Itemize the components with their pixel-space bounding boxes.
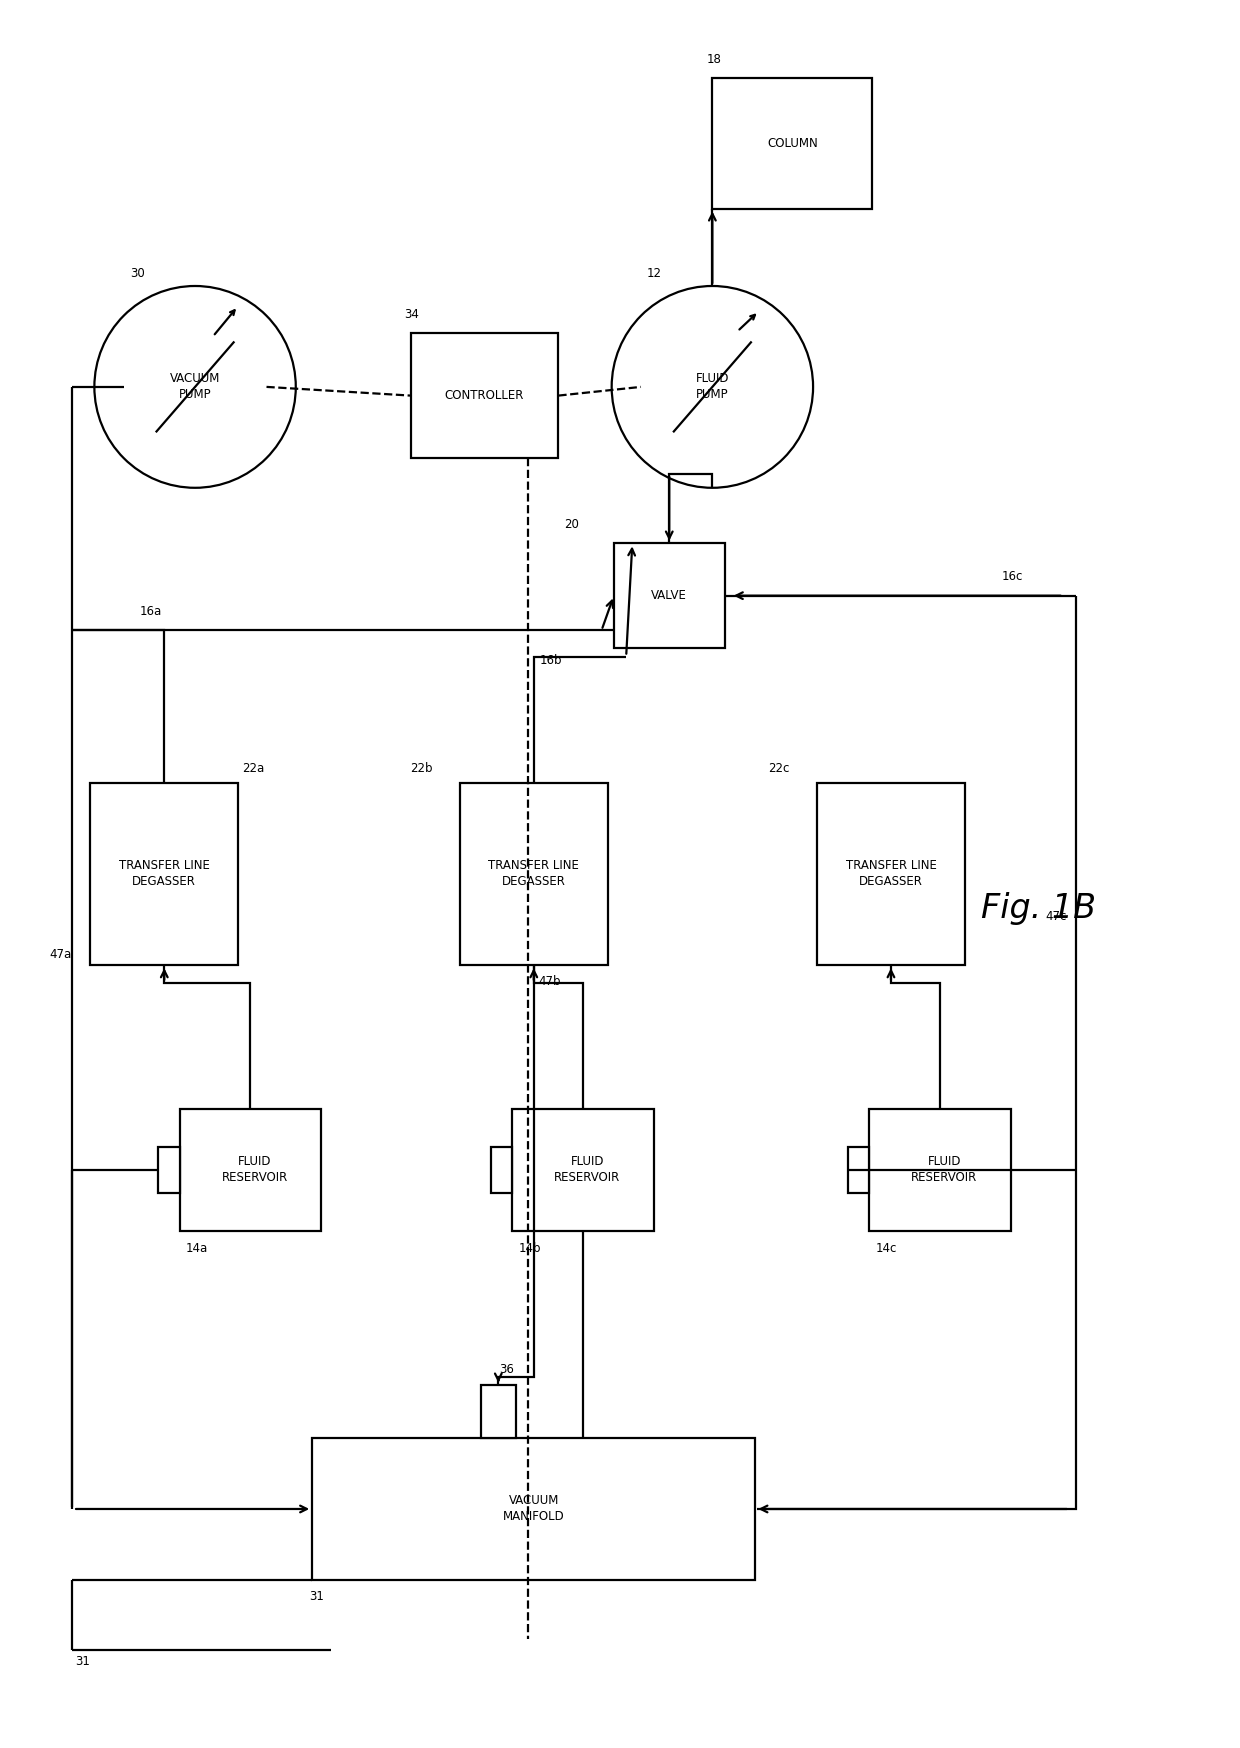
Bar	[481, 1386, 516, 1437]
Bar	[712, 79, 873, 208]
Text: 14c: 14c	[875, 1243, 897, 1255]
Text: 18: 18	[707, 52, 722, 66]
Text: FLUID
PUMP: FLUID PUMP	[696, 372, 729, 402]
Bar	[614, 544, 724, 649]
Bar	[491, 1147, 512, 1192]
Text: VACUUM
PUMP: VACUUM PUMP	[170, 372, 221, 402]
Text: 22a: 22a	[242, 762, 264, 776]
Text: 31: 31	[310, 1589, 325, 1603]
Text: 14a: 14a	[186, 1243, 208, 1255]
Bar	[869, 1108, 1011, 1231]
Text: 30: 30	[130, 267, 145, 280]
Text: 47c: 47c	[1045, 911, 1066, 923]
Text: 16a: 16a	[140, 605, 162, 619]
Bar	[460, 783, 608, 965]
Text: CONTROLLER: CONTROLLER	[445, 390, 525, 402]
Text: 20: 20	[564, 517, 579, 531]
Bar	[848, 1147, 869, 1192]
Text: VACUUM
MANIFOLD: VACUUM MANIFOLD	[503, 1495, 564, 1524]
Bar	[512, 1108, 653, 1231]
Text: TRANSFER LINE
DEGASSER: TRANSFER LINE DEGASSER	[119, 860, 210, 888]
Bar	[180, 1108, 321, 1231]
Text: COLUMN: COLUMN	[768, 136, 818, 150]
Bar	[91, 783, 238, 965]
Circle shape	[611, 287, 813, 488]
Text: 22b: 22b	[410, 762, 433, 776]
Text: 47b: 47b	[538, 975, 562, 988]
Text: TRANSFER LINE
DEGASSER: TRANSFER LINE DEGASSER	[846, 860, 936, 888]
Circle shape	[94, 287, 296, 488]
Text: VALVE: VALVE	[651, 589, 687, 601]
Text: 14b: 14b	[518, 1243, 541, 1255]
Bar	[817, 783, 965, 965]
Text: Fig. 1B: Fig. 1B	[981, 891, 1096, 925]
Bar	[159, 1147, 180, 1192]
Bar	[410, 332, 558, 458]
Text: 36: 36	[500, 1363, 515, 1376]
Text: 12: 12	[647, 267, 662, 280]
Text: 22c: 22c	[768, 762, 789, 776]
Text: 34: 34	[404, 308, 419, 320]
Text: FLUID
RESERVOIR: FLUID RESERVOIR	[911, 1155, 977, 1183]
Text: FLUID
RESERVOIR: FLUID RESERVOIR	[222, 1155, 288, 1183]
Text: 16b: 16b	[539, 654, 563, 668]
Text: FLUID
RESERVOIR: FLUID RESERVOIR	[554, 1155, 620, 1183]
Text: 47a: 47a	[50, 947, 72, 961]
Text: 31: 31	[76, 1655, 91, 1668]
Bar	[312, 1437, 755, 1580]
Text: TRANSFER LINE
DEGASSER: TRANSFER LINE DEGASSER	[489, 860, 579, 888]
Text: 16c: 16c	[1002, 570, 1023, 584]
